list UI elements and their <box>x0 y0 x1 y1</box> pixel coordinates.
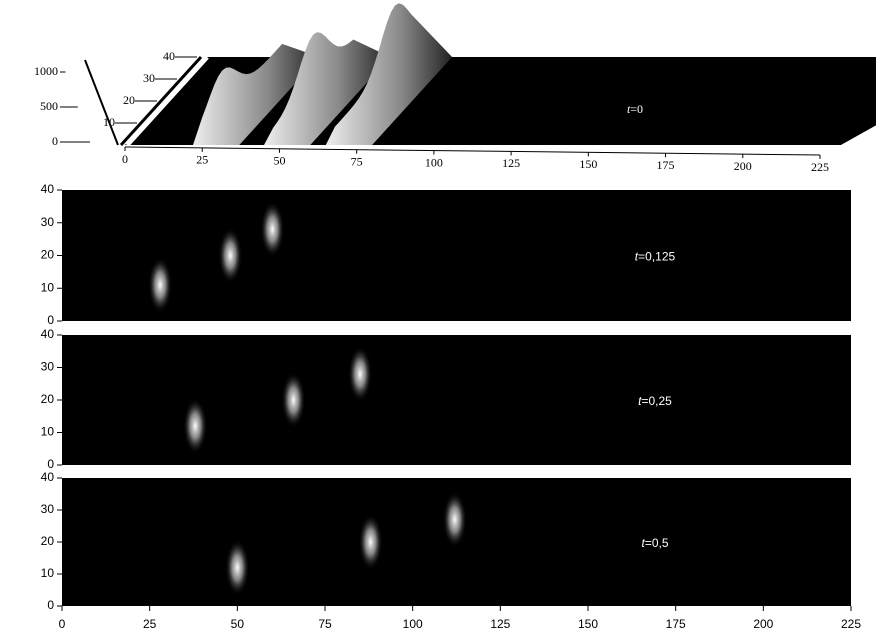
x-tick-label: 50 <box>273 154 285 168</box>
floor-edge <box>119 55 203 147</box>
y-tick-label: 20 <box>41 392 55 406</box>
plot-background <box>62 335 851 465</box>
panel-label: t=0 <box>627 102 643 116</box>
x-tick-label: 200 <box>734 159 752 173</box>
floor-edge <box>125 55 209 147</box>
x-tick-label: 150 <box>579 157 597 171</box>
label-value: =0,25 <box>641 394 672 408</box>
label-value: =0,5 <box>645 536 669 550</box>
pulse <box>348 346 373 402</box>
pulse <box>442 491 467 548</box>
pulse <box>281 372 306 428</box>
y-tick-label: 10 <box>41 280 55 294</box>
x-tick-label: 0 <box>59 617 66 631</box>
y-tick-label: 30 <box>41 215 55 229</box>
x-tick-label: 175 <box>657 158 675 172</box>
panel-label: t=0,25 <box>638 394 672 408</box>
x-axis <box>124 146 821 156</box>
x-tick-label: 125 <box>490 617 510 631</box>
label-variable: t <box>635 250 639 264</box>
label-value: =0 <box>630 102 643 116</box>
x-tick-label: 175 <box>666 617 686 631</box>
pulse-ridge <box>193 43 320 145</box>
pulse <box>183 398 208 454</box>
x-tick-label: 50 <box>231 617 245 631</box>
x-tick-label: 25 <box>143 617 157 631</box>
x-tick-label: 100 <box>425 155 443 169</box>
pulse-ridge <box>264 32 391 145</box>
y-tick-label: 20 <box>41 248 55 262</box>
panel-label: t=0,5 <box>641 536 668 550</box>
y-tick-label: 0 <box>47 313 54 327</box>
y-tick-label: 20 <box>41 534 55 548</box>
y-tick-label: 40 <box>163 49 175 63</box>
y-tick-label: 0 <box>47 457 54 471</box>
x-tick-label: 100 <box>403 617 423 631</box>
x-tick-label: 0 <box>122 152 128 166</box>
z-axis <box>84 59 119 146</box>
x-tick-label: 75 <box>351 154 363 168</box>
panel-label: t=0,125 <box>635 250 676 264</box>
z-tick-label: 1000 <box>34 64 58 78</box>
y-tick-label: 30 <box>41 360 55 374</box>
y-tick-label: 30 <box>143 71 155 85</box>
z-tick-label: 0 <box>52 134 58 148</box>
x-tick-label: 75 <box>318 617 332 631</box>
x-tick-label: 150 <box>578 617 598 631</box>
label-variable: t <box>638 394 642 408</box>
y-tick-label: 30 <box>41 502 55 516</box>
y-tick-label: 0 <box>47 598 54 612</box>
pulse <box>148 256 173 313</box>
pulse-ridge <box>325 3 453 145</box>
x-tick-label: 225 <box>811 160 829 174</box>
pulse <box>225 539 250 596</box>
y-tick-label: 40 <box>41 182 55 196</box>
x-tick-label: 200 <box>753 617 773 631</box>
y-tick-label: 20 <box>123 93 135 107</box>
x-tick-label: 25 <box>196 153 208 167</box>
label-variable: t <box>641 536 645 550</box>
label-value: =0,125 <box>638 250 675 264</box>
pulse <box>218 227 243 284</box>
x-tick-label: 125 <box>502 156 520 170</box>
y-tick-label: 40 <box>41 470 55 484</box>
y-tick-label: 10 <box>41 566 55 580</box>
x-tick-label: 225 <box>841 617 861 631</box>
z-tick-label: 500 <box>40 99 58 113</box>
label-variable: t <box>627 102 631 116</box>
pulse <box>358 514 383 570</box>
plot-background <box>62 190 851 321</box>
y-tick-label: 10 <box>41 425 55 439</box>
y-tick-label: 40 <box>41 327 55 341</box>
pulse <box>260 201 285 258</box>
